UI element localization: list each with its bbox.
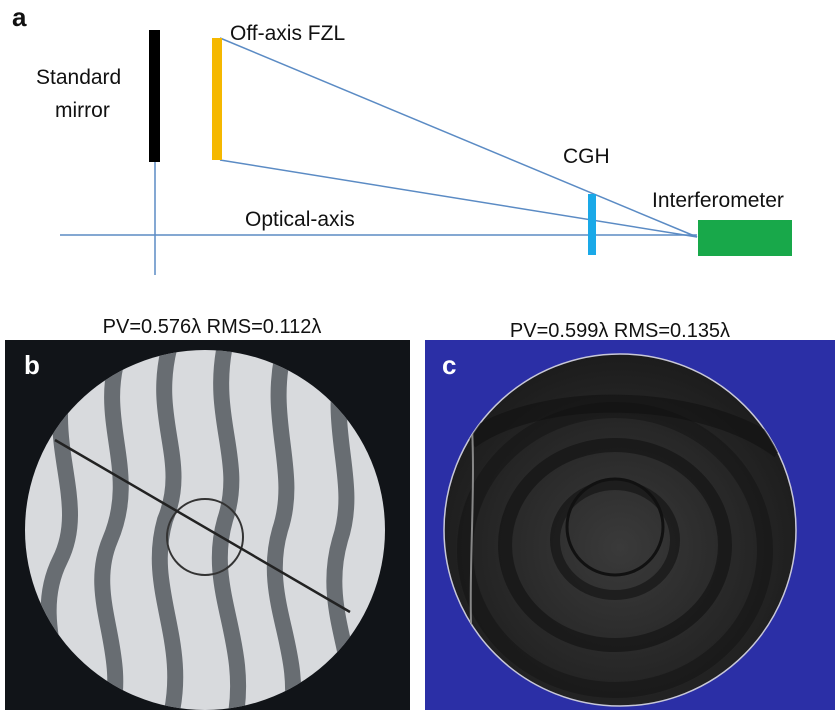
label: Off-axis FZL bbox=[230, 22, 345, 45]
fzl bbox=[212, 38, 222, 160]
standard-mirror bbox=[149, 30, 160, 162]
label: Standard bbox=[36, 66, 121, 89]
label: Interferometer bbox=[652, 189, 784, 212]
panel-label: b bbox=[24, 350, 40, 380]
label: mirror bbox=[55, 99, 110, 122]
result-label: PV=0.599λ RMS=0.135λ bbox=[510, 320, 730, 342]
cgh bbox=[588, 194, 596, 255]
result-label: PV=0.576λ RMS=0.112λ bbox=[103, 316, 322, 338]
label: CGH bbox=[563, 145, 610, 168]
interferometer bbox=[698, 220, 792, 256]
figure: a Standard mirror Off-axis FZL CGH Inter… bbox=[0, 0, 840, 714]
label: Optical-axis bbox=[245, 208, 355, 231]
panel-label: c bbox=[442, 350, 456, 380]
panel-label: a bbox=[12, 2, 27, 32]
